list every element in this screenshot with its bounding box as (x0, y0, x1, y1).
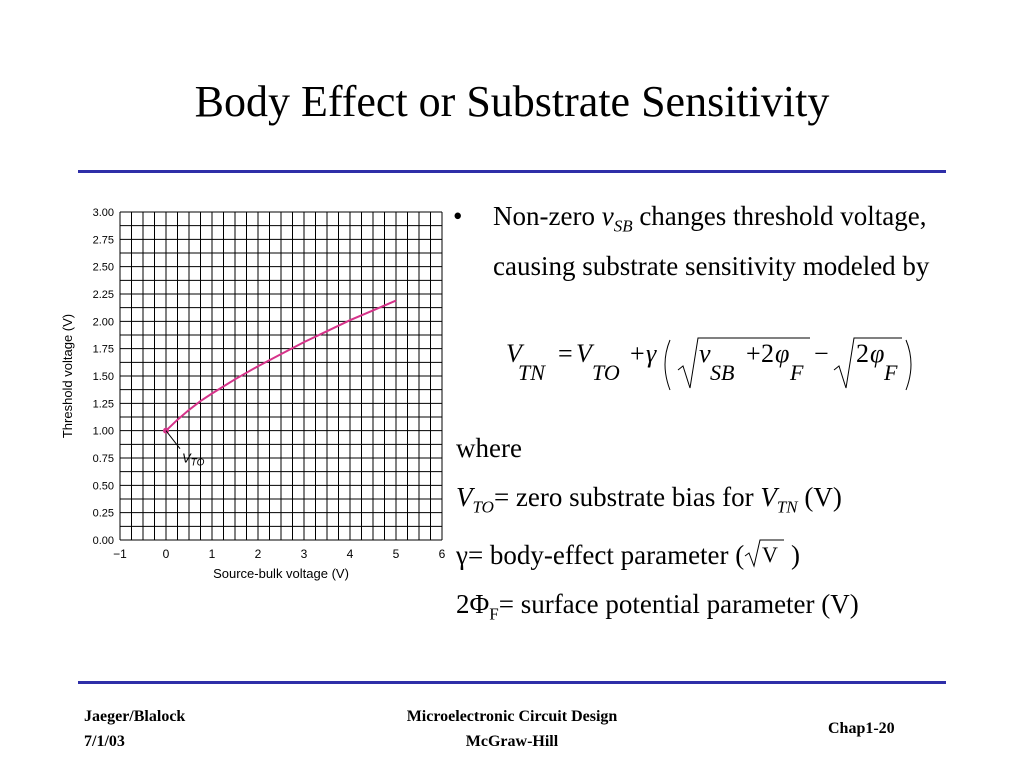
formula-minus: − (814, 339, 829, 368)
x-tick-label: 6 (439, 547, 446, 561)
chart-grid (119, 211, 443, 541)
threshold-curve (165, 299, 397, 432)
y-tick-label: 0.00 (93, 535, 114, 547)
formula-vtn: V (506, 339, 525, 368)
footer-book-title: Microelectronic Circuit Design (406, 708, 618, 725)
x-tick-label: 5 (393, 547, 400, 561)
y-tick-label: 1.00 (93, 426, 114, 438)
y-tick-label: 2.75 (93, 234, 114, 246)
body-effect-formula: V TN = V TO + γ v SB + 2 φ F − 2 φ F (506, 337, 912, 391)
formula-vsb: v (699, 339, 711, 368)
y-axis-label: Threshold voltage (V) (60, 314, 75, 438)
y-tick-label: 2.50 (93, 262, 114, 274)
x-tick-label: 3 (301, 547, 308, 561)
formula-right-paren (905, 339, 912, 391)
y-tick-label: 2.00 (93, 316, 114, 328)
x-tick-label: 2 (255, 547, 262, 561)
formula-vsb-sub: SB (710, 360, 734, 385)
def-vto: VTO= zero substrate bias for VTN (V) (456, 482, 842, 517)
formula-two2: 2 (856, 339, 869, 368)
vto-annotation: VTO (182, 451, 205, 469)
formula-plus: + (630, 339, 645, 368)
formula-equals: = (558, 339, 573, 368)
formula-phi-sub: F (789, 360, 804, 385)
formula-vto: V (576, 339, 595, 368)
top-divider (78, 170, 946, 173)
y-tick-label: 1.25 (93, 398, 114, 410)
threshold-voltage-chart: 0.00 0.25 0.50 0.75 1.00 1.25 1.50 1.75 2.00 2.25… (60, 207, 446, 581)
formula-phi: φ (775, 339, 789, 368)
footer-left: Jaeger/Blalock 7/1/03 (84, 704, 185, 754)
y-tick-labels: 0.00 0.25 0.50 0.75 1.00 1.25 1.50 1.75 2.00 2.25… (93, 207, 114, 547)
definitions: where VTO= zero substrate bias for VTN (… (456, 424, 859, 639)
footer-center: Microelectronic Circuit Design McGraw-Hi… (352, 704, 672, 754)
bullet-item: • Non-zero vSB changes threshold voltage… (453, 196, 993, 287)
sqrt1-icon (677, 337, 810, 389)
x-tick-label: 0 (163, 547, 170, 561)
y-tick-label: 0.25 (93, 508, 114, 520)
def-phi: 2ΦF= surface potential parameter (V) (456, 589, 859, 624)
vto-leader-line (165, 430, 181, 449)
footer-page: Chap1-20 (828, 720, 895, 737)
y-tick-label: 1.75 (93, 344, 114, 356)
x-tick-label: 1 (209, 547, 216, 561)
formula-vto-sub: TO (592, 360, 620, 385)
bullet-dot: • (453, 201, 463, 231)
formula-two: 2 (761, 339, 774, 368)
slide-title: Body Effect or Substrate Sensitivity (194, 77, 830, 126)
sqrt-v-text: V (762, 542, 778, 567)
x-tick-label: 4 (347, 547, 354, 561)
footer-date: 7/1/03 (84, 733, 125, 750)
bottom-divider (78, 681, 946, 684)
formula-phi2: φ (870, 339, 884, 368)
y-tick-label: 3.00 (93, 207, 114, 219)
def-gamma: γ= body-effect parameter (V ) (456, 539, 801, 571)
vto-annotation-sub: TO (191, 458, 205, 469)
y-tick-label: 1.50 (93, 371, 114, 383)
formula-left-paren (664, 339, 671, 391)
formula-vtn-sub: TN (518, 360, 546, 385)
footer-publisher: McGraw-Hill (465, 733, 559, 750)
x-tick-labels: −1 0 1 2 3 4 5 6 (113, 547, 446, 561)
formula-gamma: γ (646, 339, 657, 368)
bullet-list: • Non-zero vSB changes threshold voltage… (453, 196, 993, 287)
formula-plus2: + (746, 339, 761, 368)
bullet-text: Non-zero vSB changes threshold voltage, … (493, 201, 930, 282)
footer-authors: Jaeger/Blalock (84, 708, 186, 725)
sqrt-v-icon: V (744, 539, 785, 569)
formula-phi2-sub: F (883, 360, 898, 385)
where-label: where (456, 433, 522, 463)
x-axis-label: Source-bulk voltage (V) (213, 566, 349, 581)
y-tick-label: 2.25 (93, 289, 114, 301)
y-tick-label: 0.75 (93, 453, 114, 465)
y-tick-label: 0.50 (93, 480, 114, 492)
sqrt2-icon (833, 337, 902, 389)
x-tick-label: −1 (113, 547, 127, 561)
